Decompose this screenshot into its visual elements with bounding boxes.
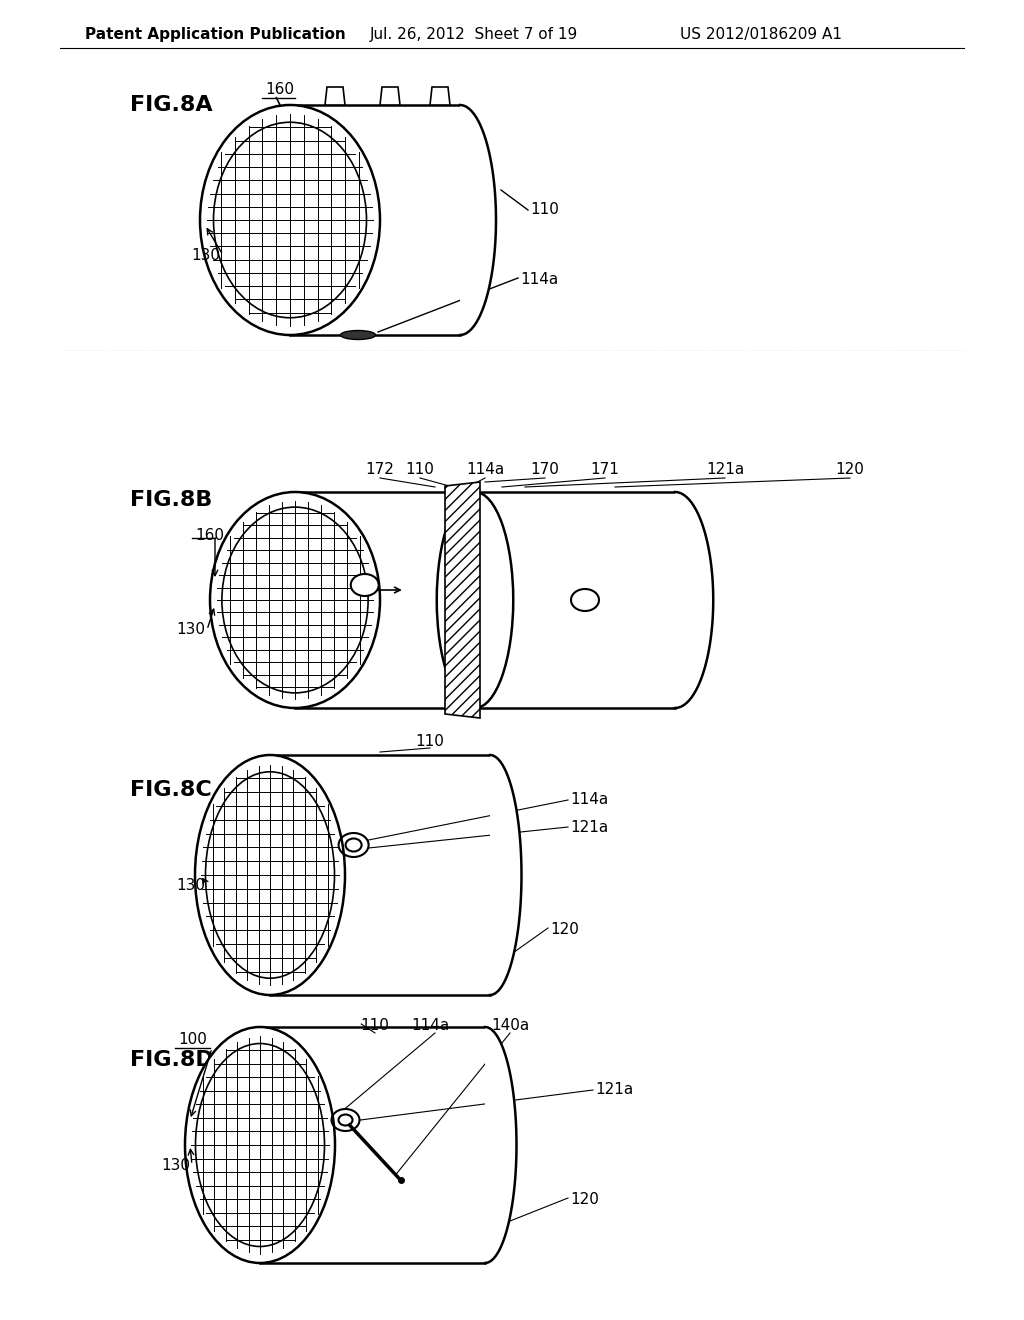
Text: 114a: 114a bbox=[570, 792, 608, 808]
Text: 114a: 114a bbox=[411, 1018, 450, 1032]
Polygon shape bbox=[325, 87, 345, 106]
Text: 110: 110 bbox=[360, 1018, 389, 1032]
Ellipse shape bbox=[339, 833, 369, 857]
Ellipse shape bbox=[339, 1114, 352, 1126]
Text: 120: 120 bbox=[570, 1192, 599, 1208]
Ellipse shape bbox=[210, 492, 380, 708]
Text: 171: 171 bbox=[591, 462, 620, 478]
Text: 120: 120 bbox=[836, 462, 864, 478]
Text: 121a: 121a bbox=[595, 1082, 633, 1097]
Ellipse shape bbox=[195, 755, 345, 995]
Ellipse shape bbox=[332, 1109, 359, 1131]
Text: 130: 130 bbox=[176, 878, 205, 892]
Polygon shape bbox=[485, 1027, 516, 1263]
Polygon shape bbox=[675, 492, 714, 708]
Text: 130: 130 bbox=[176, 623, 205, 638]
Text: FIG.8B: FIG.8B bbox=[130, 490, 212, 510]
Text: 130: 130 bbox=[161, 1158, 190, 1172]
Text: 114a: 114a bbox=[520, 272, 558, 288]
Polygon shape bbox=[445, 482, 480, 718]
Ellipse shape bbox=[571, 589, 599, 611]
Text: 160: 160 bbox=[265, 82, 294, 98]
Text: Jul. 26, 2012  Sheet 7 of 19: Jul. 26, 2012 Sheet 7 of 19 bbox=[370, 28, 579, 42]
Text: 110: 110 bbox=[530, 202, 559, 218]
Text: FIG.8C: FIG.8C bbox=[130, 780, 212, 800]
Ellipse shape bbox=[185, 1027, 335, 1263]
Text: 110: 110 bbox=[406, 462, 434, 478]
Text: 160: 160 bbox=[195, 528, 224, 543]
Text: 114a: 114a bbox=[466, 462, 504, 478]
Text: 140a: 140a bbox=[490, 1018, 529, 1032]
Text: 130: 130 bbox=[191, 248, 220, 263]
Ellipse shape bbox=[341, 330, 376, 339]
Text: FIG.8A: FIG.8A bbox=[130, 95, 213, 115]
Text: 121a: 121a bbox=[706, 462, 744, 478]
Text: 100: 100 bbox=[178, 1032, 207, 1048]
Text: 110: 110 bbox=[416, 734, 444, 750]
Text: Patent Application Publication: Patent Application Publication bbox=[85, 28, 346, 42]
Text: 172: 172 bbox=[366, 462, 394, 478]
Ellipse shape bbox=[200, 106, 380, 335]
Polygon shape bbox=[490, 755, 521, 995]
Polygon shape bbox=[380, 87, 400, 106]
Text: 170: 170 bbox=[530, 462, 559, 478]
Ellipse shape bbox=[437, 492, 513, 708]
Ellipse shape bbox=[346, 838, 361, 851]
Text: 121a: 121a bbox=[570, 820, 608, 834]
Text: US 2012/0186209 A1: US 2012/0186209 A1 bbox=[680, 28, 842, 42]
Polygon shape bbox=[430, 87, 450, 106]
Polygon shape bbox=[460, 106, 496, 335]
Text: FIG.8D: FIG.8D bbox=[130, 1049, 214, 1071]
Ellipse shape bbox=[351, 574, 379, 597]
Text: 120: 120 bbox=[550, 923, 579, 937]
